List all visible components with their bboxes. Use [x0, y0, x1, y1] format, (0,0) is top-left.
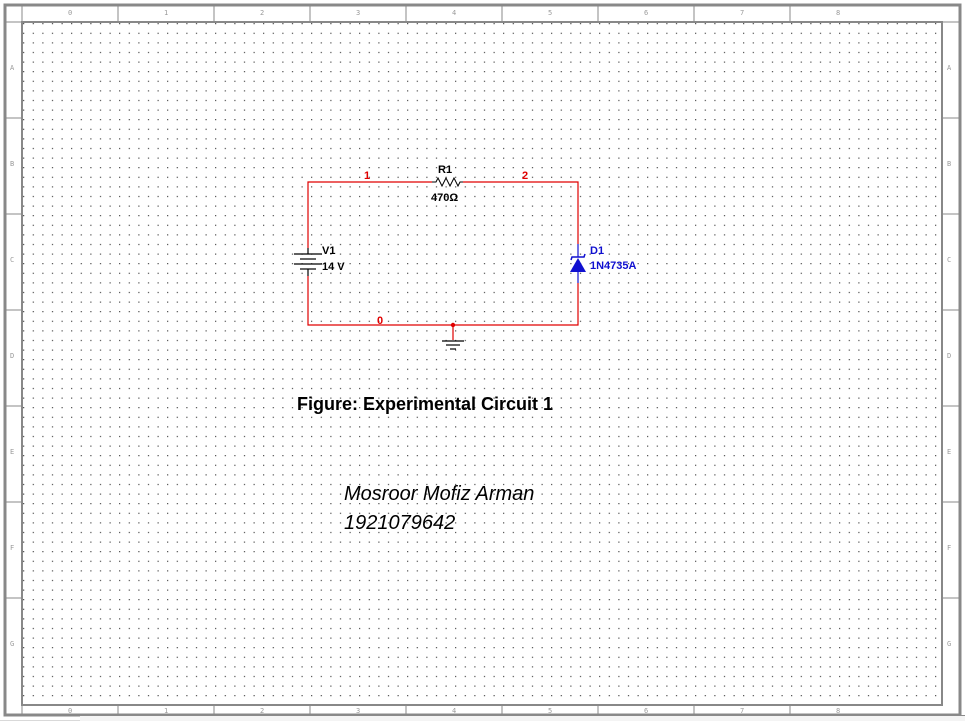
ruler-column-label: 0: [68, 9, 72, 17]
author-id[interactable]: 1921079642: [344, 512, 455, 534]
ruler-column-label: 8: [836, 9, 840, 17]
ruler-column-label: 7: [740, 9, 744, 17]
resistor-r1[interactable]: R1 470Ω: [431, 164, 463, 204]
resistor-value-label: 470Ω: [431, 192, 458, 204]
ruler-row-label: F: [947, 544, 951, 552]
ruler-row-label: A: [10, 64, 15, 72]
ruler-ticks: [5, 5, 960, 715]
resistor-ref-label: R1: [438, 164, 452, 176]
ruler-column-label: 6: [644, 707, 648, 715]
ground-icon[interactable]: [442, 340, 464, 350]
zener-diode-d1[interactable]: D1 1N4735A: [570, 244, 637, 283]
diode-symbol-icon: [570, 258, 586, 272]
ruler-row-label: F: [10, 544, 14, 552]
wire-net-1: [307, 181, 432, 248]
diode-value-label: 1N4735A: [590, 260, 637, 272]
net-label-2: 2: [522, 170, 528, 182]
junction-dot: [450, 322, 456, 328]
ruler-column-label: 1: [164, 707, 168, 715]
diode-ref-label: D1: [590, 245, 604, 257]
battery-value-label: 14 V: [322, 261, 345, 273]
ruler-row-label: B: [10, 160, 14, 168]
ruler-row-label: D: [10, 352, 14, 360]
ruler-column-label: 7: [740, 707, 744, 715]
ruler-column-label: 1: [164, 9, 168, 17]
ruler-column-label: 3: [356, 9, 360, 17]
horizontal-scrollbar[interactable]: [80, 715, 965, 721]
ruler-column-label: 4: [452, 707, 456, 715]
wire-net-2: [463, 181, 579, 244]
wires[interactable]: [307, 181, 579, 340]
battery-ref-label: V1: [322, 245, 335, 257]
ruler-row-label: E: [10, 448, 14, 456]
wire-net-0: [307, 276, 579, 326]
ruler-row-label: C: [947, 256, 951, 264]
ruler-column-label: 4: [452, 9, 456, 17]
ruler-labels: 0 0 1 1 2 2 3 3 4 4 5 5 6 6 7 7 8 8 A A B B C C D D E E F F G G: [10, 9, 952, 715]
ruler-row-label: E: [947, 448, 951, 456]
ruler-row-label: G: [10, 640, 14, 648]
figure-caption[interactable]: Figure: Experimental Circuit 1: [297, 394, 553, 414]
dot-grid: [22, 22, 942, 706]
ruler-row-label: A: [947, 64, 952, 72]
ruler-column-label: 6: [644, 9, 648, 17]
ruler-column-label: 2: [260, 707, 264, 715]
ruler-column-label: 8: [836, 707, 840, 715]
ruler-row-label: B: [947, 160, 951, 168]
ruler-column-label: 3: [356, 707, 360, 715]
ruler-row-label: G: [947, 640, 951, 648]
net-label-0: 0: [377, 315, 383, 327]
ruler-column-label: 5: [548, 9, 552, 17]
ruler-row-label: C: [10, 256, 14, 264]
ruler-column-label: 0: [68, 707, 72, 715]
ruler-column-label: 5: [548, 707, 552, 715]
battery-v1[interactable]: V1 14 V: [294, 245, 345, 276]
net-label-1: 1: [364, 170, 370, 182]
ruler-row-label: D: [947, 352, 951, 360]
author-name[interactable]: Mosroor Mofiz Arman: [344, 483, 534, 505]
ruler-column-label: 2: [260, 9, 264, 17]
